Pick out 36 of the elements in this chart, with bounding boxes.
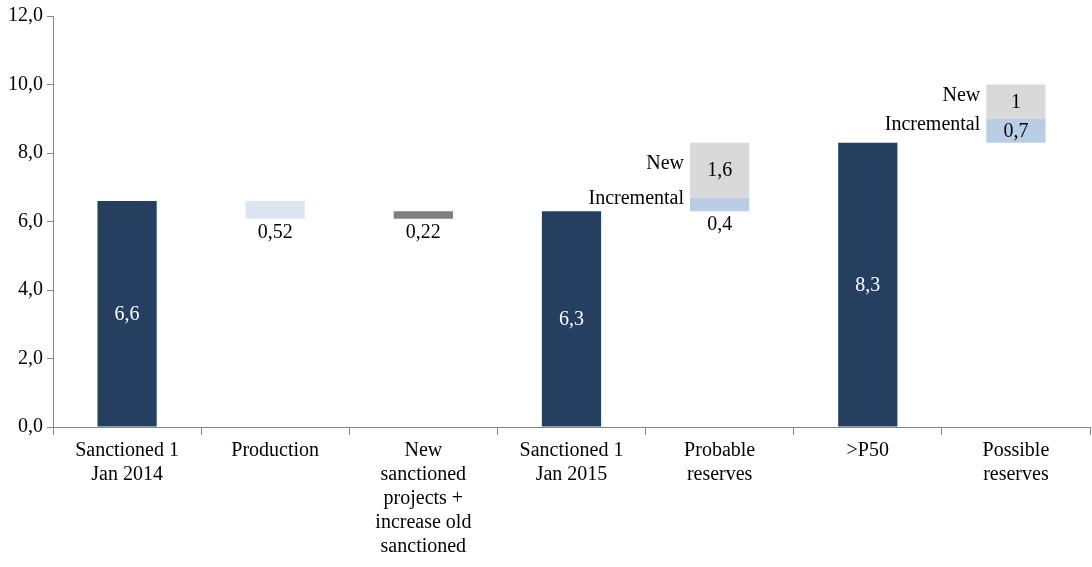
y-tick-label: 12,0 [8, 3, 43, 26]
x-tick-label: Probable reserves [684, 438, 756, 485]
y-tick-label: 4,0 [18, 277, 43, 300]
data-label: 8,3 [855, 272, 881, 295]
series-label: New [646, 151, 685, 174]
data-label: 0,22 [405, 220, 441, 243]
y-tick-label: 2,0 [18, 345, 43, 368]
x-tick-label: Production [231, 438, 320, 461]
bar [393, 211, 453, 219]
bar [986, 84, 1046, 119]
x-tick-label: Sanctioned 1 Jan 2015 [519, 438, 624, 485]
bar [690, 197, 750, 212]
bar [97, 200, 157, 427]
x-tick-label: >P50 [846, 438, 889, 461]
x-tick-label: New sanctioned projects + increase old sanctioned [375, 438, 472, 557]
x-tick-label: Possible reserves [982, 438, 1050, 485]
y-tick-label: 0,0 [18, 414, 43, 437]
text: New [942, 82, 981, 105]
y-tick-label: 10,0 [8, 71, 43, 94]
bar [986, 118, 1046, 143]
text: Incremental [884, 111, 981, 134]
y-tick-label: 8,0 [18, 140, 43, 163]
bar [690, 142, 750, 198]
x-tick-label: Sanctioned 1 Jan 2014 [75, 438, 180, 485]
data-label: 6,3 [559, 307, 584, 330]
y-tick-label: 6,0 [18, 208, 43, 231]
bar [245, 200, 305, 219]
series-label: Incremental [588, 185, 685, 208]
data-label: 0,7 [1003, 118, 1029, 141]
data-label: 0,4 [707, 212, 733, 235]
data-label: 0,52 [257, 220, 293, 243]
bar [541, 211, 602, 427]
bar [838, 142, 898, 427]
data-label: 1,6 [707, 158, 733, 181]
data-label: 1 [1010, 89, 1021, 112]
data-label: 6,6 [114, 301, 140, 324]
